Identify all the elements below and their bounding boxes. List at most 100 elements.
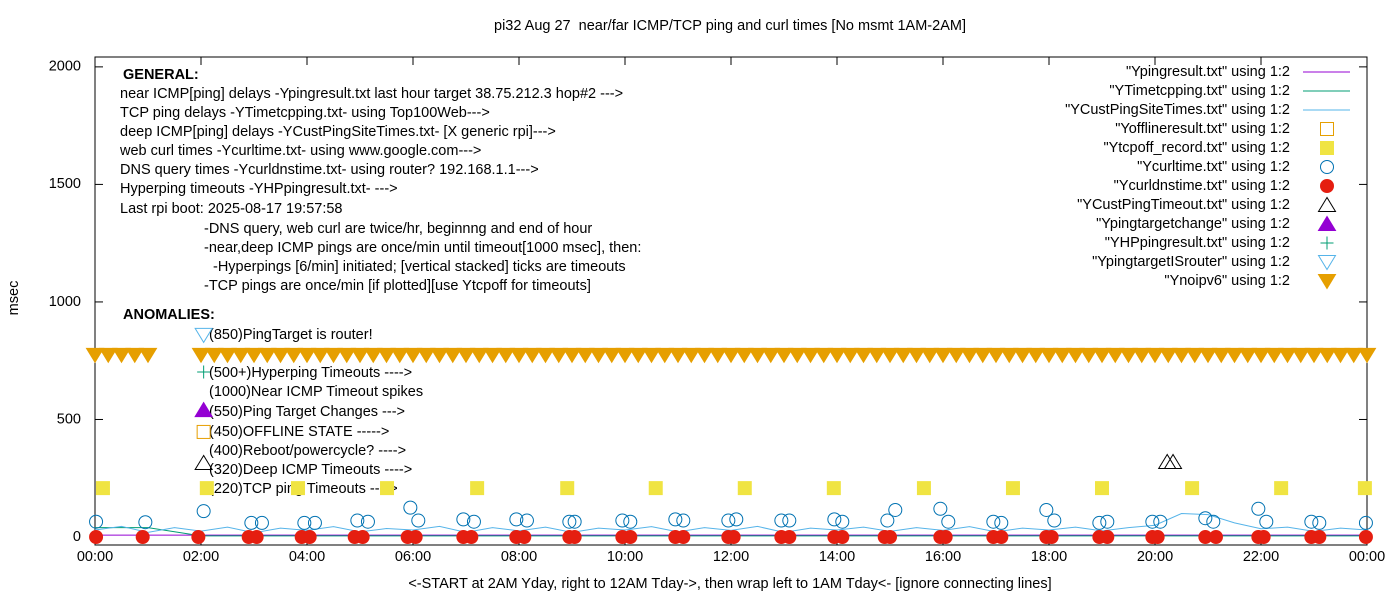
point <box>125 347 145 364</box>
legend-swatch <box>1320 236 1334 250</box>
point <box>1163 453 1183 470</box>
point <box>1331 347 1350 364</box>
point <box>1304 514 1319 529</box>
y-axis-label: msec <box>6 281 22 316</box>
point <box>835 514 850 529</box>
point <box>1119 347 1138 364</box>
point <box>194 454 214 470</box>
legend-swatch <box>1317 274 1337 290</box>
point <box>1079 347 1099 364</box>
point <box>408 530 423 545</box>
point <box>748 347 767 364</box>
point <box>307 515 322 530</box>
point <box>1344 347 1364 364</box>
point <box>1145 347 1165 364</box>
point <box>1259 514 1274 529</box>
point <box>999 347 1019 364</box>
point <box>801 347 820 364</box>
point <box>1274 481 1289 496</box>
legend-swatch <box>1317 255 1337 271</box>
anomaly-note: ANOMALIES: <box>123 307 215 323</box>
point <box>1150 530 1165 545</box>
x-tick-label: 02:00 <box>183 549 219 565</box>
point <box>602 347 622 364</box>
legend-label: "YCustPingSiteTimes.txt" using 1:2 <box>1065 102 1290 118</box>
point <box>695 347 714 364</box>
legend-label: "YTimetcpping.txt" using 1:2 <box>1109 83 1290 99</box>
point <box>416 347 436 364</box>
point <box>1158 347 1178 364</box>
x-tick-label: 10:00 <box>607 549 643 565</box>
point <box>782 530 797 545</box>
legend-label: "YpingtargetISrouter" using 1:2 <box>1092 254 1290 270</box>
point <box>774 347 794 364</box>
point <box>726 530 741 545</box>
point <box>761 347 781 364</box>
point <box>98 347 118 364</box>
point <box>854 347 873 364</box>
point <box>668 512 683 527</box>
legend-swatch <box>1317 215 1337 231</box>
legend-swatch <box>1317 196 1337 212</box>
point <box>782 513 797 528</box>
point <box>721 513 736 528</box>
point <box>536 347 555 364</box>
anomaly-note: (850)PingTarget is router! <box>209 327 373 343</box>
point <box>517 530 532 545</box>
anomaly-note: (400)Reboot/powercycle? ----> <box>209 443 406 459</box>
point <box>1066 347 1085 364</box>
legend-label: "Ycurldnstime.txt" using 1:2 <box>1114 178 1290 194</box>
point <box>1013 347 1032 364</box>
point <box>1304 347 1324 364</box>
point <box>355 530 370 545</box>
point <box>655 347 675 364</box>
general-note: near ICMP[ping] delays -Ypingresult.txt … <box>120 86 623 102</box>
point <box>1208 530 1223 545</box>
point <box>1185 347 1205 364</box>
point <box>1052 347 1072 364</box>
point <box>907 347 926 364</box>
point <box>380 481 395 496</box>
general-note: -Hyperpings [6/min] initiated; [vertical… <box>213 259 626 275</box>
point <box>1357 347 1377 364</box>
point <box>469 347 489 364</box>
point <box>888 502 903 517</box>
anomaly-note: (500+)Hyperping Timeouts ----> <box>209 365 412 381</box>
point <box>1278 347 1297 364</box>
x-tick-label: 22:00 <box>1243 549 1279 565</box>
point <box>933 501 948 516</box>
point <box>191 530 206 545</box>
legend-label: "Ypingresult.txt" using 1:2 <box>1126 64 1290 80</box>
legend-label: "Yofflineresult.txt" using 1:2 <box>1115 121 1290 137</box>
point <box>1039 502 1054 517</box>
point <box>89 514 104 529</box>
point <box>95 481 110 496</box>
point <box>89 530 104 545</box>
point <box>290 481 305 496</box>
point <box>721 347 741 364</box>
point <box>549 347 569 364</box>
general-note: GENERAL: <box>123 67 199 83</box>
point <box>199 481 214 496</box>
x-tick-label: 00:00 <box>77 549 113 565</box>
point <box>310 347 330 364</box>
point <box>734 347 754 364</box>
point <box>676 530 691 545</box>
legend-label: "YHPpingresult.txt" using 1:2 <box>1105 235 1290 251</box>
general-note: Last rpi boot: 2025-08-17 19:57:58 <box>120 201 343 217</box>
point <box>893 347 913 364</box>
point <box>1153 514 1168 529</box>
point <box>138 515 153 530</box>
point <box>135 530 150 545</box>
point <box>1095 481 1109 496</box>
point <box>933 347 953 364</box>
point <box>302 530 317 545</box>
point <box>567 514 582 529</box>
point <box>681 347 701 364</box>
point <box>1198 511 1213 526</box>
point <box>377 347 396 364</box>
point <box>589 347 608 364</box>
legend-swatch <box>1320 179 1334 193</box>
point <box>218 347 237 364</box>
point <box>196 424 211 439</box>
